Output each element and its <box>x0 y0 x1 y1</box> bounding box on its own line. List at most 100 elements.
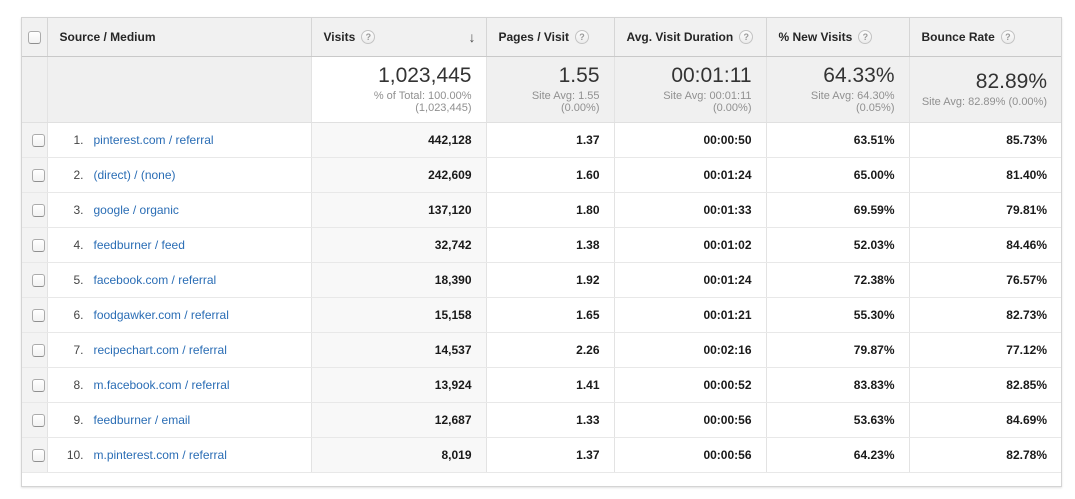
bounce-rate-cell: 84.69% <box>908 402 1061 438</box>
total-new-visits-subtext: Site Avg: 64.30% (0.05%) <box>810 89 895 114</box>
visits-cell: 442,128 <box>310 122 486 158</box>
row-rank: 1. <box>73 132 84 147</box>
visits-cell: 18,390 <box>310 262 486 298</box>
bounce-rate-cell: 77.12% <box>908 332 1061 368</box>
help-icon[interactable]: ? <box>858 29 873 44</box>
pct-new-visits-cell: 63.51% <box>765 122 909 158</box>
totals-source-cell <box>46 56 311 123</box>
column-header-visits[interactable]: Visits ? ↓ <box>310 18 486 57</box>
source-medium-link[interactable]: (direct) / (none) <box>93 167 176 182</box>
pages-per-visit-cell: 1.41 <box>485 367 614 403</box>
avg-visit-duration-cell: 00:01:21 <box>613 297 766 333</box>
source-medium-link[interactable]: m.facebook.com / referral <box>93 377 230 392</box>
avg-visit-duration-cell: 00:00:52 <box>613 367 766 403</box>
row-checkbox[interactable] <box>32 378 45 392</box>
column-header-pages-per-visit[interactable]: Pages / Visit ? <box>485 18 614 57</box>
source-medium-cell: 1. pinterest.com / referral <box>46 122 311 158</box>
source-medium-link[interactable]: feedburner / feed <box>93 237 185 252</box>
total-duration-subtext: Site Avg: 00:01:11 (0.00%) <box>663 89 752 114</box>
visits-cell: 14,537 <box>310 332 486 368</box>
column-header-pct-new-visits[interactable]: % New Visits ? <box>765 18 909 57</box>
totals-avg-duration: 00:01:11 Site Avg: 00:01:11 (0.00%) <box>613 56 766 123</box>
column-header-label: % New Visits <box>778 29 853 44</box>
source-medium-cell: 6. foodgawker.com / referral <box>46 297 311 333</box>
table-row: 4. feedburner / feed 32,742 1.38 00:01:02… <box>22 227 1061 263</box>
source-medium-cell: 5. facebook.com / referral <box>46 262 311 298</box>
pages-per-visit-cell: 1.80 <box>485 192 614 228</box>
source-medium-link[interactable]: pinterest.com / referral <box>93 132 214 147</box>
help-icon[interactable]: ? <box>574 29 589 44</box>
row-checkbox[interactable] <box>32 133 45 147</box>
total-visits-value: 1,023,445 <box>378 63 472 87</box>
row-rank: 6. <box>73 307 84 322</box>
bounce-rate-cell: 82.73% <box>908 297 1061 333</box>
source-medium-link[interactable]: recipechart.com / referral <box>93 342 227 357</box>
source-medium-link[interactable]: foodgawker.com / referral <box>93 307 229 322</box>
table-row: 6. foodgawker.com / referral 15,158 1.65 … <box>22 297 1061 333</box>
sort-descending-icon[interactable]: ↓ <box>468 28 476 45</box>
bounce-rate-cell: 82.85% <box>908 367 1061 403</box>
pages-per-visit-cell: 1.65 <box>485 297 614 333</box>
help-icon[interactable]: ? <box>739 29 754 44</box>
help-icon[interactable]: ? <box>1000 29 1015 44</box>
source-medium-link[interactable]: feedburner / email <box>93 412 191 427</box>
table-row: 3. google / organic 137,120 1.80 00:01:33… <box>22 192 1061 228</box>
table-row: 10. m.pinterest.com / referral 8,019 1.37… <box>22 437 1061 473</box>
column-header-source-medium[interactable]: Source / Medium <box>46 18 311 57</box>
row-checkbox[interactable] <box>32 238 45 252</box>
header-row: Source / Medium Visits ? ↓ Pages / Visit… <box>22 18 1061 57</box>
totals-visits: 1,023,445 % of Total: 100.00% (1,023,445… <box>310 56 486 123</box>
pct-new-visits-cell: 83.83% <box>765 367 909 403</box>
column-header-label: Bounce Rate <box>921 29 995 44</box>
pages-per-visit-cell: 1.92 <box>485 262 614 298</box>
visits-cell: 8,019 <box>310 437 486 473</box>
column-header-bounce-rate[interactable]: Bounce Rate ? <box>908 18 1061 57</box>
select-all-checkbox[interactable] <box>27 30 41 44</box>
total-pages-value: 1.55 <box>558 63 600 87</box>
avg-visit-duration-cell: 00:01:24 <box>613 157 766 193</box>
visits-cell: 242,609 <box>310 157 486 193</box>
total-visits-subtext: % of Total: 100.00% (1,023,445) <box>373 89 472 114</box>
row-checkbox-cell <box>22 262 47 298</box>
source-medium-link[interactable]: facebook.com / referral <box>93 272 217 287</box>
pct-new-visits-cell: 69.59% <box>765 192 909 228</box>
total-duration-value: 00:01:11 <box>671 63 752 87</box>
avg-visit-duration-cell: 00:00:50 <box>613 122 766 158</box>
row-checkbox[interactable] <box>32 308 45 322</box>
help-icon[interactable]: ? <box>361 29 376 44</box>
source-medium-cell: 9. feedburner / email <box>46 402 311 438</box>
avg-visit-duration-cell: 00:01:33 <box>613 192 766 228</box>
avg-visit-duration-cell: 00:02:16 <box>613 332 766 368</box>
source-medium-cell: 7. recipechart.com / referral <box>46 332 311 368</box>
bounce-rate-cell: 85.73% <box>908 122 1061 158</box>
column-header-label: Pages / Visit <box>498 29 569 44</box>
column-header-label: Visits <box>323 29 356 44</box>
row-checkbox[interactable] <box>32 343 45 357</box>
row-checkbox[interactable] <box>32 168 45 182</box>
row-rank: 5. <box>73 272 84 287</box>
pct-new-visits-cell: 72.38% <box>765 262 909 298</box>
row-rank: 7. <box>73 342 84 357</box>
visits-cell: 12,687 <box>310 402 486 438</box>
column-header-avg-visit-duration[interactable]: Avg. Visit Duration ? <box>613 18 766 57</box>
pages-per-visit-cell: 1.37 <box>485 122 614 158</box>
source-medium-cell: 3. google / organic <box>46 192 311 228</box>
total-new-visits-value: 64.33% <box>823 63 895 87</box>
avg-visit-duration-cell: 00:00:56 <box>613 402 766 438</box>
row-checkbox-cell <box>22 157 47 193</box>
row-checkbox-cell <box>22 122 47 158</box>
row-checkbox[interactable] <box>32 413 45 427</box>
row-checkbox[interactable] <box>32 203 45 217</box>
table-row: 7. recipechart.com / referral 14,537 2.26… <box>22 332 1061 368</box>
pct-new-visits-cell: 65.00% <box>765 157 909 193</box>
source-medium-cell: 8. m.facebook.com / referral <box>46 367 311 403</box>
visits-cell: 13,924 <box>310 367 486 403</box>
pct-new-visits-cell: 55.30% <box>765 297 909 333</box>
source-medium-cell: 4. feedburner / feed <box>46 227 311 263</box>
row-checkbox[interactable] <box>32 273 45 287</box>
source-medium-link[interactable]: m.pinterest.com / referral <box>93 447 227 462</box>
visits-cell: 32,742 <box>310 227 486 263</box>
row-checkbox[interactable] <box>32 448 45 462</box>
source-medium-link[interactable]: google / organic <box>93 202 179 217</box>
avg-visit-duration-cell: 00:00:56 <box>613 437 766 473</box>
